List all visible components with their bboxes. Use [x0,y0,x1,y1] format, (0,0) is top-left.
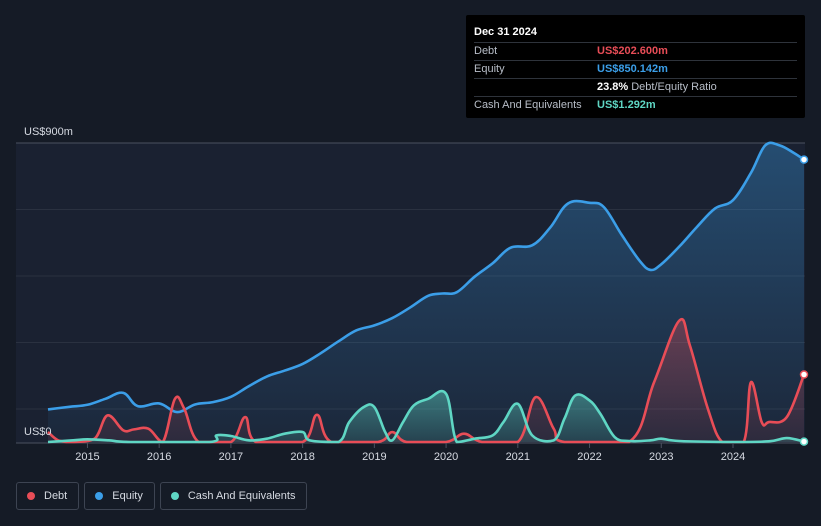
legend-item-equity[interactable]: Equity [84,482,155,510]
tooltip-row-debt: Debt US$202.600m [474,42,797,60]
tooltip: Dec 31 2024 Debt US$202.600m Equity US$8… [466,15,805,118]
equity-line [47,141,805,414]
tooltip-label: Debt [474,45,498,57]
legend-item-cash[interactable]: Cash And Equivalents [159,482,308,510]
cash-area [48,391,804,442]
x-tick-label: 2016 [147,451,171,463]
legend-dot-icon [170,492,179,500]
legend-label: Cash And Equivalents [187,490,296,502]
x-tick-label: 2020 [434,451,458,463]
x-tick-label: 2019 [362,451,386,463]
x-tick-label: 2021 [506,451,530,463]
tooltip-label [474,79,597,96]
legend: Debt Equity Cash And Equivalents [16,482,308,510]
x-tick-label: 2015 [75,451,99,463]
equity-end-point [799,155,809,164]
x-tick-label: 2018 [290,451,314,463]
tooltip-value: 23.8% [597,81,629,93]
x-tick-label: 2017 [219,451,243,463]
tooltip-ratio-suffix: Debt/Equity Ratio [631,81,717,93]
x-tick-label: 2024 [721,451,745,463]
legend-dot-icon [27,492,35,500]
legend-label: Debt [44,490,68,502]
y-axis-top-label: US$900m [24,126,73,138]
series-lines [47,141,809,446]
equity-area [48,142,804,442]
tooltip-value: US$850.142m [597,63,668,75]
debt-end-point [799,370,809,379]
debt-line [47,317,806,444]
series-areas [48,142,804,442]
cash-line [47,389,805,444]
y-axis-bottom-label: US$0 [24,426,52,438]
tooltip-label: Equity [474,63,505,75]
tooltip-row-cash: Cash And Equivalents US$1.292m [474,96,797,114]
tooltip-row-equity: Equity US$850.142m [474,60,797,78]
tooltip-label: Cash And Equivalents [474,99,582,111]
tooltip-value: US$1.292m [597,99,656,111]
cash-end-point [799,437,809,446]
x-tick-label: 2023 [649,451,673,463]
tooltip-value: US$202.600m [597,45,668,57]
legend-dot-icon [95,492,104,500]
tooltip-row-ratio: 23.8% Debt/Equity Ratio [474,78,797,96]
legend-label: Equity [112,490,143,502]
x-tick-label: 2022 [577,451,601,463]
legend-item-debt[interactable]: Debt [16,482,80,510]
tooltip-date: Dec 31 2024 [474,26,537,38]
x-axis-ticks: 2015 2016 2017 2018 2019 2020 2021 2022 2023 2024 [75,443,745,463]
